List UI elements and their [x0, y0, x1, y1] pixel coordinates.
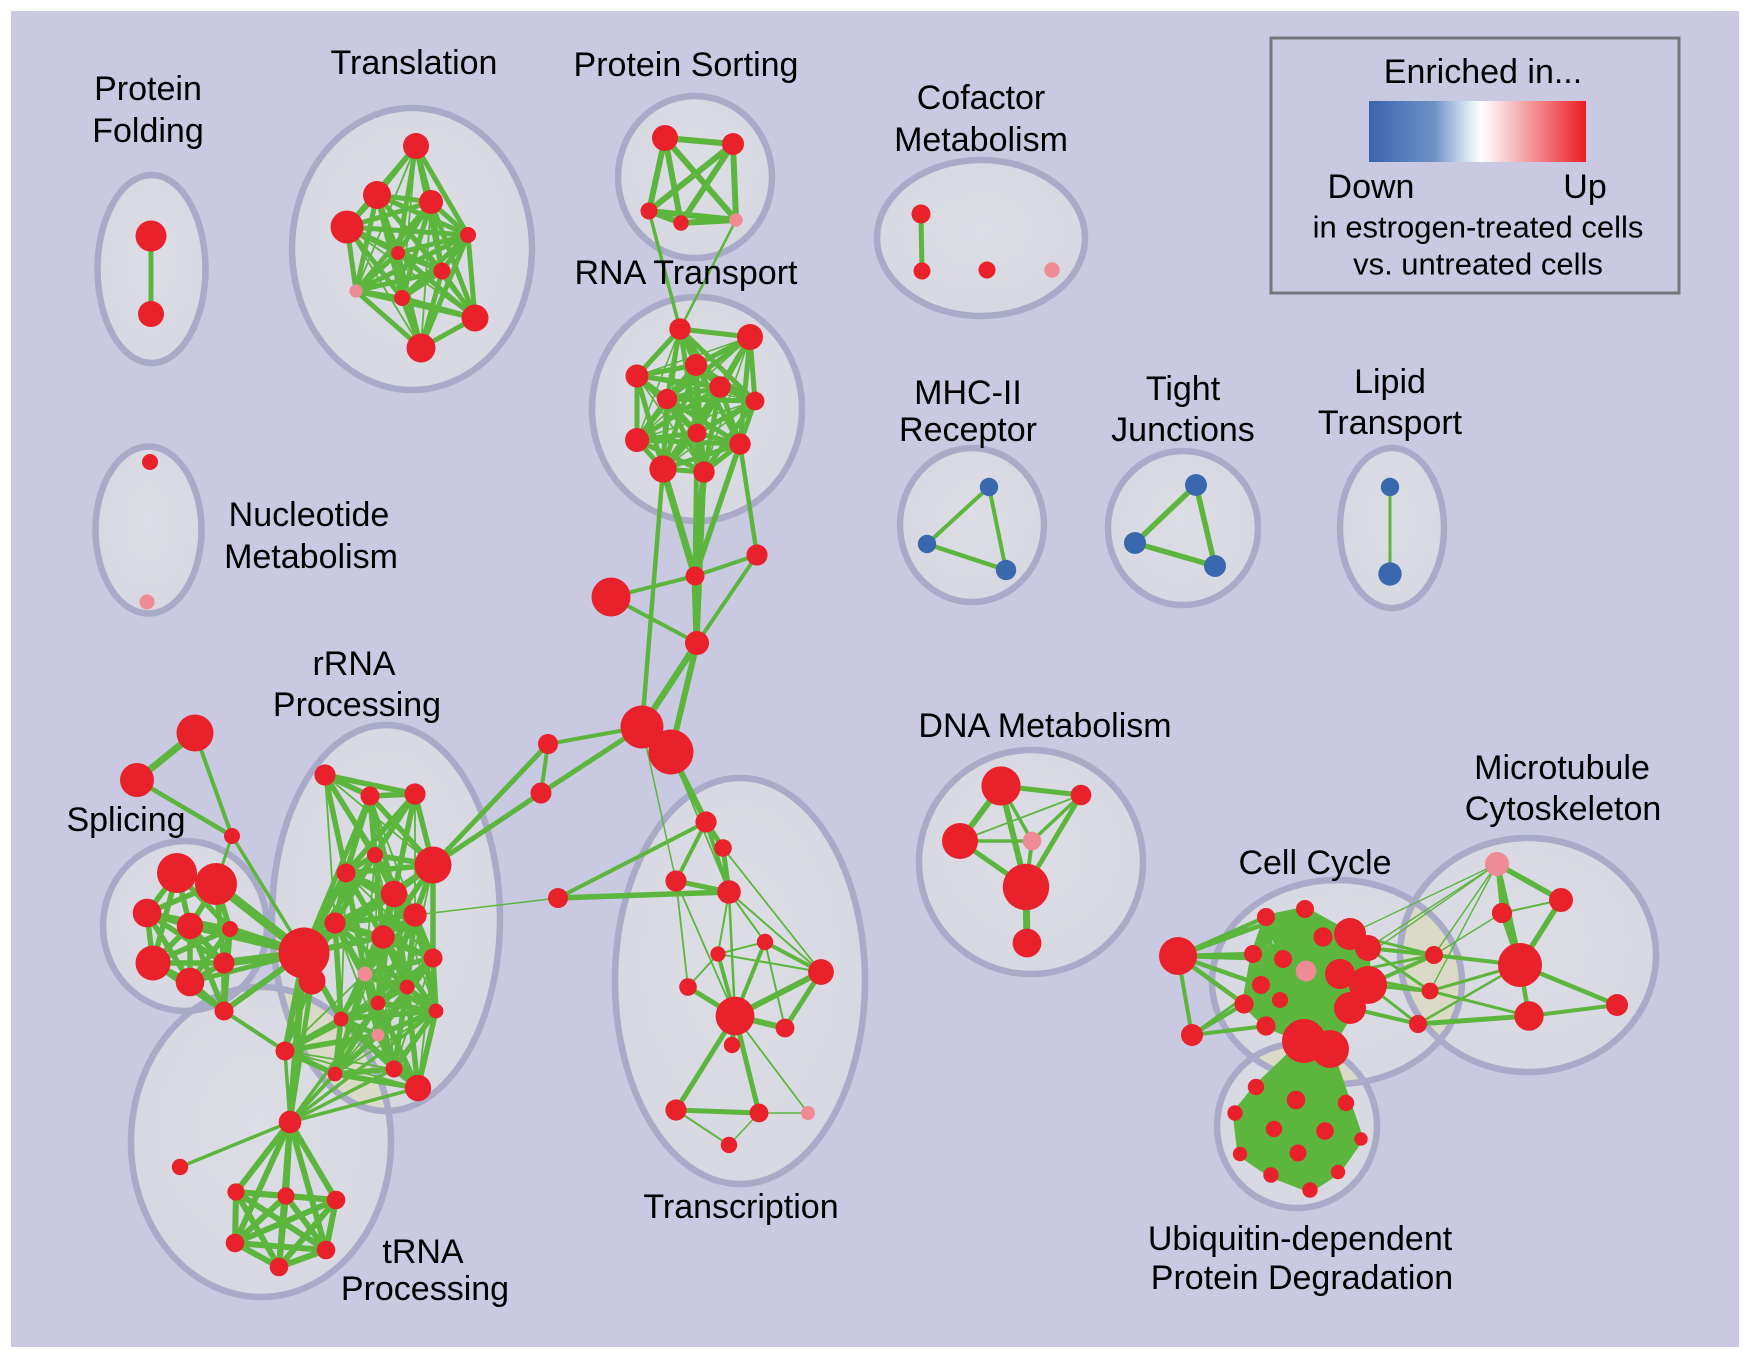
svg-text:vs. untreated cells: vs. untreated cells [1353, 247, 1603, 282]
svg-text:Tight: Tight [1146, 370, 1221, 408]
svg-text:Protein: Protein [94, 70, 202, 108]
svg-text:tRNA: tRNA [382, 1233, 464, 1271]
svg-text:Cytoskeleton: Cytoskeleton [1465, 790, 1662, 828]
svg-text:RNA Transport: RNA Transport [575, 254, 799, 292]
svg-text:Folding: Folding [92, 112, 204, 150]
svg-text:Lipid: Lipid [1354, 363, 1426, 401]
svg-text:MHC-II: MHC-II [914, 374, 1022, 412]
svg-text:Processing: Processing [341, 1270, 509, 1308]
svg-text:Metabolism: Metabolism [894, 121, 1068, 159]
svg-text:Splicing: Splicing [66, 801, 185, 839]
svg-text:rRNA: rRNA [312, 645, 395, 683]
svg-text:Translation: Translation [331, 44, 498, 82]
svg-text:in estrogen-treated cells: in estrogen-treated cells [1313, 210, 1644, 245]
svg-text:Enriched in...: Enriched in... [1384, 53, 1582, 91]
svg-text:Transcription: Transcription [643, 1188, 838, 1226]
svg-text:Microtubule: Microtubule [1474, 749, 1650, 787]
svg-text:Protein Sorting: Protein Sorting [574, 46, 799, 84]
svg-text:DNA Metabolism: DNA Metabolism [918, 707, 1171, 745]
svg-text:Cell Cycle: Cell Cycle [1238, 844, 1391, 882]
svg-text:Down: Down [1328, 168, 1415, 206]
svg-text:Ubiquitin-dependent: Ubiquitin-dependent [1148, 1220, 1453, 1258]
svg-text:Junctions: Junctions [1111, 411, 1255, 449]
svg-text:Metabolism: Metabolism [224, 538, 398, 576]
svg-text:Cofactor: Cofactor [917, 79, 1046, 117]
svg-text:Nucleotide: Nucleotide [229, 496, 390, 534]
svg-text:Transport: Transport [1318, 404, 1463, 442]
svg-text:Up: Up [1563, 168, 1606, 206]
svg-text:Receptor: Receptor [899, 411, 1037, 449]
svg-text:Protein Degradation: Protein Degradation [1151, 1259, 1453, 1297]
svg-text:Processing: Processing [273, 686, 441, 724]
